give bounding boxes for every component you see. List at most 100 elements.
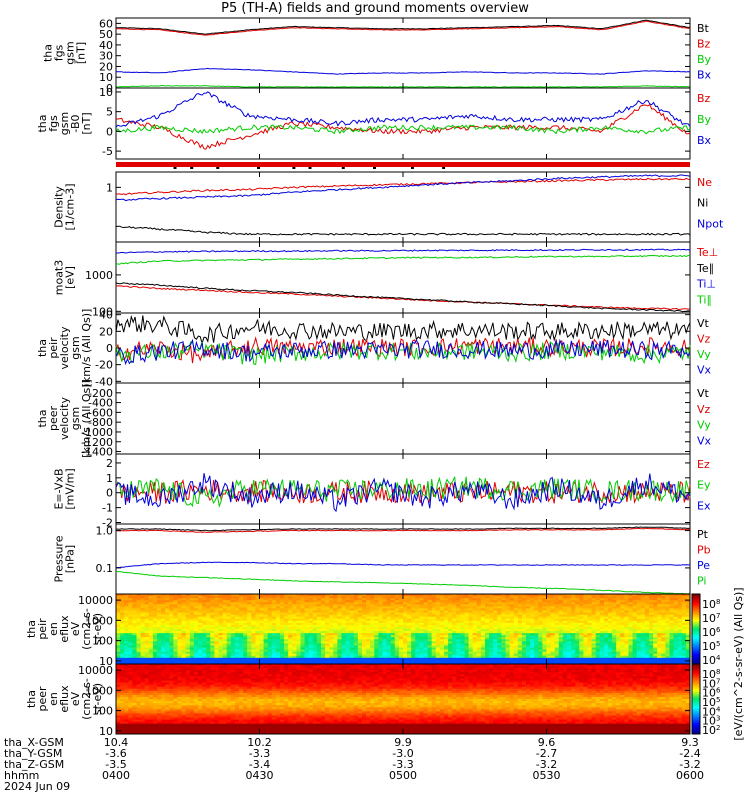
- footer-row-label: tha_X-GSM: [4, 736, 64, 749]
- y-axis-label: Density: [53, 186, 66, 228]
- colorbar-cell: [692, 721, 700, 723]
- legend-Vy: Vy: [697, 348, 711, 361]
- colorbar-tick-label: 105: [702, 696, 720, 709]
- footer-value: 9.3: [681, 736, 699, 749]
- colorbar-cell: [692, 612, 700, 615]
- y-axis-label: [km/s (All Qs)]: [80, 309, 93, 388]
- colorbar-cell: [692, 613, 700, 616]
- series-line-Bt-1: [115, 19, 690, 35]
- y-axis-label: en: [47, 622, 60, 636]
- colorbar-cell: [692, 644, 700, 646]
- colorbar-cell: [692, 711, 700, 714]
- spectrogram-9: [116, 594, 691, 665]
- colorbar-tick-label: 108: [702, 668, 720, 681]
- y-tick-label: 0: [106, 82, 113, 95]
- y-tick-label: -2: [102, 517, 113, 530]
- legend-Pe: Pe: [697, 559, 710, 572]
- colorbar-cell: [692, 608, 700, 610]
- colorbar-cell: [692, 714, 700, 716]
- footer-value: 0400: [102, 769, 130, 782]
- flag-mark: [442, 167, 446, 169]
- colorbar-cell: [692, 729, 700, 731]
- colorbar-cell: [692, 650, 700, 652]
- colorbar-cell: [692, 641, 700, 644]
- y-tick-label: 0.1: [96, 562, 114, 575]
- colorbar-cell: [692, 630, 700, 632]
- y-axis-label: en: [47, 692, 60, 706]
- colorbar-cell: [692, 709, 700, 712]
- y-axis-label: tha: [36, 339, 49, 357]
- colorbar-cell: [692, 683, 700, 686]
- colorbar-tick-label: 108: [702, 598, 720, 611]
- colorbar-cell: [692, 643, 700, 645]
- legend-Npot: Npot: [697, 217, 724, 230]
- colorbar-cell: [692, 647, 700, 650]
- colorbar-cell: [692, 668, 700, 671]
- colorbar-cell: [692, 604, 700, 607]
- series-line-Ex-7: [115, 473, 691, 513]
- y-tick-label: 10: [99, 655, 113, 668]
- colorbar-cell: [692, 632, 700, 635]
- footer-value: 10.4: [104, 736, 129, 749]
- y-axis-label: [1/cm-3]: [64, 183, 77, 230]
- footer-value: 9.6: [538, 736, 556, 749]
- y-tick-label: 100: [92, 705, 113, 718]
- colorbar-cell: [692, 639, 700, 642]
- y-axis-label: sr-eV): [91, 683, 104, 715]
- flag-mark: [292, 167, 296, 169]
- colorbar-cell: [692, 596, 700, 598]
- series-line-Ey-7: [115, 476, 691, 508]
- colorbar-cell: [692, 716, 700, 719]
- footer-date: 2024 Jun 09: [4, 780, 70, 793]
- flag-mark: [410, 167, 414, 169]
- flag-mark: [372, 167, 376, 169]
- y-tick-label: -1200: [81, 436, 113, 449]
- y-axis-label: fgs: [53, 44, 66, 61]
- legend-Pt: Pt: [697, 528, 709, 541]
- colorbar-cell: [692, 638, 700, 640]
- y-axis-label: velocity: [58, 326, 71, 369]
- footer-value: -3.3: [392, 758, 413, 771]
- colorbar-cell: [692, 609, 700, 611]
- y-tick-label: 100: [92, 305, 113, 318]
- colorbar-cell: [692, 599, 700, 602]
- colorbar-cell: [692, 689, 700, 692]
- footer-value: -3.0: [392, 747, 413, 760]
- colorbar-cell: [692, 666, 700, 668]
- colorbar-cell: [692, 629, 700, 631]
- flag-mark: [190, 167, 194, 169]
- y-axis-label: [mV/m]: [64, 468, 77, 509]
- series-line-Vx-5: [115, 338, 691, 366]
- flag-mark: [257, 167, 261, 169]
- legend-Bx: Bx: [697, 69, 712, 82]
- footer-row-label: hhmm: [4, 769, 39, 782]
- y-tick-label: -1400: [81, 446, 113, 459]
- colorbar-cell: [692, 724, 700, 727]
- y-tick-label: 10: [99, 725, 113, 738]
- series-line-By-2: [115, 124, 691, 135]
- y-tick-label: -5: [102, 145, 113, 158]
- series-line-Bz-2: [115, 103, 691, 150]
- colorbar-cell: [692, 620, 700, 623]
- footer-row-label: tha_Y-GSM: [4, 747, 62, 760]
- colorbar-label: [eV/(cm^2-s-sr-eV) (All Qs)]: [732, 587, 745, 740]
- y-tick-label: -400: [88, 397, 113, 410]
- y-axis-label: tha: [25, 690, 38, 708]
- colorbar-tick-label: 105: [702, 640, 720, 653]
- colorbar-cell: [692, 717, 700, 720]
- panel-frame-6: [115, 382, 691, 455]
- colorbar-cell: [692, 631, 700, 633]
- footer-value: -3.4: [249, 758, 270, 771]
- flag-mark: [308, 167, 312, 169]
- y-axis-label: (cm2-s-: [80, 678, 93, 720]
- y-tick-label: 10000: [78, 664, 113, 677]
- colorbar-cell: [692, 678, 700, 680]
- y-axis-label: eflux: [58, 685, 71, 713]
- legend-By: By: [697, 113, 712, 126]
- colorbar-cell: [692, 659, 700, 661]
- y-tick-label: 2: [106, 457, 113, 470]
- y-tick-label: 30: [99, 50, 113, 63]
- colorbar-cell: [692, 633, 700, 636]
- legend-Bx: Bx: [697, 134, 712, 147]
- series-line-Bx-1: [115, 67, 691, 75]
